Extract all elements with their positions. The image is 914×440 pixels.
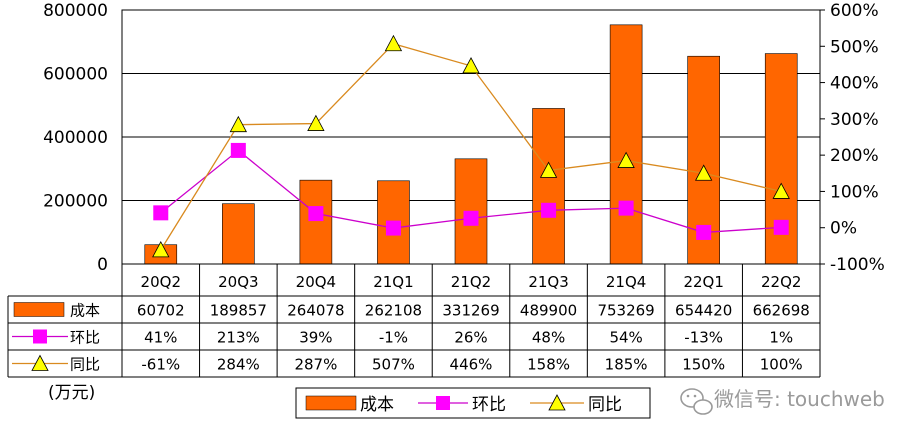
table-cell: 48% [532,329,565,347]
qoq-point-21Q3 [541,202,557,218]
qoq-point-20Q2 [153,205,169,221]
table-cell: 654420 [675,302,732,320]
legend-label-cost: 成本 [360,395,394,415]
legend-label-yoy: 同比 [588,395,622,415]
legend-key-qoq-marker [436,396,450,410]
watermark: 微信号: touchweb [680,387,885,415]
yoy-point-20Q3 [229,115,247,133]
category-label-22Q2: 22Q2 [761,273,801,291]
table-cell: 100% [760,356,803,374]
table-cell: 185% [605,356,648,374]
yoy-point-21Q1 [384,34,403,52]
yoy-point-20Q2 [152,240,170,258]
row-header-label: 成本 [70,302,100,320]
y-left-tick-label: 800000 [43,1,108,21]
plot-area: 0 200000 400000 600000 800000 -100% 0% 100% 200%… [43,1,885,275]
y-left-tick-label: 400000 [43,128,108,148]
table-cell: 489900 [520,302,577,320]
legend-key-yoy-marker [548,394,566,411]
y-right-tick-label: 300% [830,110,879,130]
qoq-point-20Q4 [308,206,324,222]
y-left-tick-label: 600000 [43,65,108,85]
table-cell: 158% [527,356,570,374]
table-cell: 662698 [753,302,810,320]
category-label-20Q3: 20Q3 [218,273,258,291]
table-cell: 54% [609,329,642,347]
bar-21Q3 [532,108,565,265]
qoq-point-21Q2 [463,210,479,226]
table-cell: -61% [141,356,180,374]
table-cell: 26% [454,329,487,347]
row-key-qoq-marker [33,329,47,344]
watermark-text: 微信号: touchweb [714,387,885,411]
table-cell: 41% [144,329,177,347]
table-cell: 331269 [442,302,499,320]
table-cell: 284% [217,356,260,374]
table-cell: 150% [682,356,725,374]
yoy-point-22Q1 [695,164,713,181]
legend: 成本 环比 同比 [295,387,651,419]
qoq-point-21Q1 [385,220,401,236]
table-cell: 213% [217,329,260,347]
qoq-point-22Q2 [773,219,789,235]
table-cell: 60702 [137,302,185,320]
yoy-point-21Q4 [617,151,635,168]
y-left-tick-label: 200000 [43,192,108,212]
category-label-21Q4: 21Q4 [606,273,646,291]
table-cell: 753269 [597,302,654,320]
table-cell: 446% [450,356,493,374]
y-right-tick-label: 100% [830,182,879,202]
table-cell: 189857 [210,302,267,320]
table-cell: 287% [294,356,337,374]
category-label-22Q1: 22Q1 [683,273,723,291]
table-cell: 1% [769,329,793,347]
y-right-tick-label: 500% [830,37,879,57]
yoy-point-22Q2 [772,182,790,199]
table-cell: -13% [684,329,723,347]
qoq-point-21Q4 [618,200,634,216]
category-label-20Q4: 20Q4 [296,273,336,291]
table-cell: 264078 [287,302,344,320]
category-label-21Q1: 21Q1 [373,273,413,291]
table-cell: 39% [299,329,332,347]
wechat-icon [680,388,713,415]
category-label-21Q3: 21Q3 [528,273,568,291]
yoy-point-20Q4 [307,114,325,131]
y-right-tick-label: 0% [830,219,857,239]
data-table: 20Q2 20Q3 20Q4 21Q1 21Q2 21Q3 21Q4 22Q1 22Q2 成本 60… [7,263,821,378]
y-right-tick-label: 600% [830,1,879,21]
row-key-cost [13,302,65,317]
row-header-label: 同比 [70,356,100,374]
unit-label: (万元) [48,383,95,403]
y-left-tick-label: 0 [97,255,108,275]
table-cell: 507% [372,356,415,374]
y-right-tick-label: 400% [830,74,879,94]
y-right-tick-label: 200% [830,146,879,166]
table-cell: -1% [379,329,408,347]
y-right-tick-label: -100% [830,255,885,275]
row-key-yoy-marker [31,354,49,371]
table-cell: 262108 [365,302,422,320]
qoq-point-20Q3 [230,142,246,158]
legend-key-cost [305,395,357,411]
yoy-point-21Q2 [462,57,480,74]
category-label-21Q2: 21Q2 [451,273,491,291]
legend-label-qoq: 环比 [472,395,506,415]
qoq-point-22Q1 [696,224,712,240]
bar-20Q4 [299,179,333,265]
bar-21Q4 [609,24,643,265]
bar-20Q3 [222,203,255,265]
category-label-20Q2: 20Q2 [141,273,181,291]
row-header-label: 环比 [70,329,100,347]
yoy-point-21Q3 [539,161,558,178]
